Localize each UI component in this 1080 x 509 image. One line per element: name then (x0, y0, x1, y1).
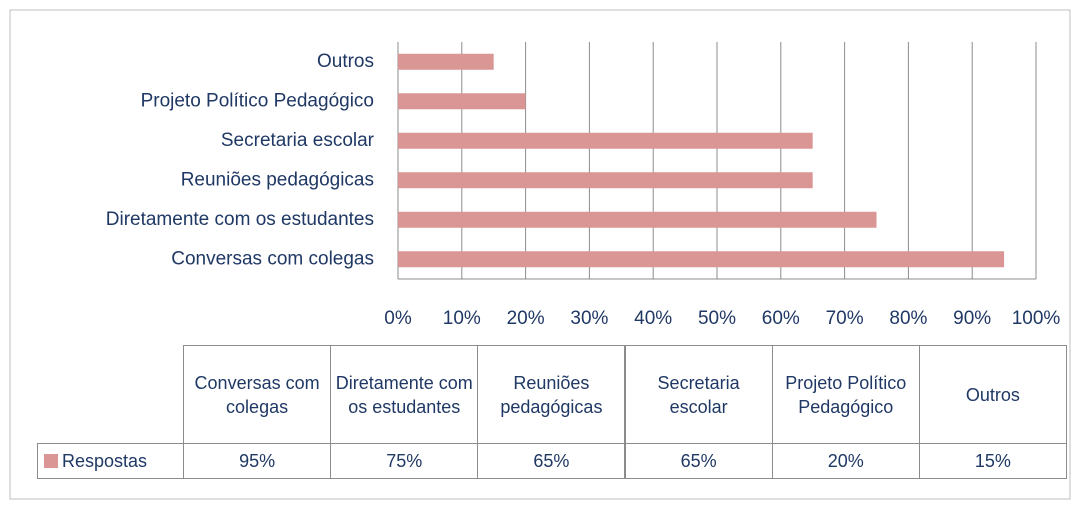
y-tick-label: Outros (317, 51, 374, 72)
table-legend: Respostas (37, 443, 184, 479)
bar (398, 93, 526, 110)
bar (398, 53, 494, 70)
table-value: 95% (183, 443, 332, 479)
table-value: 20% (771, 443, 920, 479)
table-header: Conversas com colegas (183, 345, 332, 444)
table-header: Reuniões pedagógicas (477, 345, 626, 444)
table-value: 15% (918, 443, 1067, 479)
table-header: Outros (918, 345, 1067, 444)
y-tick-label: Secretaria escolar (221, 130, 375, 151)
y-tick-label: Diretamente com os estudantes (106, 209, 374, 230)
x-tick-label: 70% (826, 308, 864, 329)
table-value: 65% (477, 443, 626, 479)
bar (398, 251, 1005, 268)
table-value: 65% (624, 443, 773, 479)
table-header: Secretaria escolar (624, 345, 773, 444)
bar (398, 172, 813, 189)
x-tick-label: 90% (953, 308, 991, 329)
legend-label: Respostas (62, 451, 148, 471)
bar (398, 132, 813, 149)
table-value: 75% (330, 443, 479, 479)
x-tick-label: 80% (889, 308, 927, 329)
x-tick-label: 60% (762, 308, 800, 329)
y-tick-label: Reuniões pedagógicas (181, 169, 374, 190)
y-tick-label: Projeto Político Pedagógico (141, 90, 374, 111)
bar (398, 211, 877, 228)
x-tick-label: 100% (1012, 308, 1061, 329)
table-header: Projeto Político Pedagógico (771, 345, 920, 444)
x-tick-label: 20% (507, 308, 545, 329)
x-tick-label: 40% (634, 308, 672, 329)
y-tick-label: Conversas com colegas (171, 248, 374, 269)
legend-swatch (44, 454, 58, 468)
x-tick-label: 50% (698, 308, 736, 329)
x-tick-label: 0% (384, 308, 412, 329)
x-tick-label: 30% (570, 308, 608, 329)
table-header: Diretamente com os estudantes (330, 345, 479, 444)
x-tick-label: 10% (443, 308, 481, 329)
